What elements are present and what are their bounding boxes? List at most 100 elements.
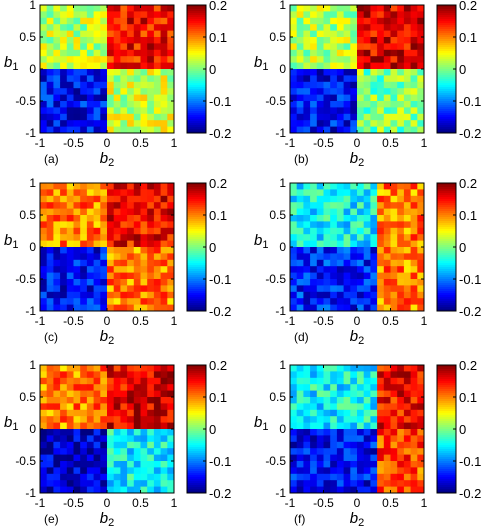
- heatmap-cell: [370, 17, 378, 25]
- heatmap-cell: [60, 195, 68, 203]
- heatmap-cell: [40, 429, 48, 436]
- heatmap-cell: [93, 259, 101, 267]
- heatmap-cell: [80, 24, 88, 31]
- heatmap-cell: [357, 88, 365, 95]
- heatmap-cell: [80, 215, 88, 222]
- heatmap-cell: [53, 88, 61, 95]
- colorbar-segment: [437, 405, 456, 408]
- heatmap-cell: [127, 416, 135, 423]
- heatmap-cell: [417, 37, 425, 44]
- heatmap-cell: [417, 291, 425, 299]
- heatmap-cell: [73, 441, 81, 449]
- heatmap-cell: [323, 202, 331, 209]
- heatmap-cell: [80, 208, 88, 216]
- heatmap-cell: [350, 435, 358, 443]
- heatmap-cell: [140, 416, 148, 423]
- heatmap-cell: [133, 62, 141, 70]
- heatmap-cell: [153, 240, 161, 248]
- heatmap-cell: [350, 126, 358, 134]
- heatmap-cell: [127, 266, 135, 273]
- heatmap-cell: [290, 195, 298, 203]
- heatmap-cell: [107, 298, 115, 305]
- heatmap-cell: [343, 221, 351, 229]
- colorbar-segment: [187, 421, 206, 424]
- colorbar-segment: [187, 437, 206, 440]
- heatmap-cell: [46, 107, 54, 115]
- heatmap-cell: [86, 43, 94, 51]
- heatmap-cell: [383, 120, 391, 127]
- heatmap-cell: [350, 11, 358, 19]
- colorbar-tick-label: 0.1: [459, 208, 477, 223]
- colorbar-segment: [187, 469, 206, 472]
- heatmap-cell: [140, 409, 148, 417]
- heatmap-cell: [336, 285, 344, 293]
- heatmap-cell: [167, 11, 175, 19]
- heatmap-cell: [330, 435, 338, 443]
- heatmap-cell: [127, 17, 135, 25]
- heatmap-cell: [350, 195, 358, 203]
- heatmap-cell: [86, 253, 94, 261]
- heatmap-cell: [410, 202, 418, 209]
- heatmap-cell: [160, 56, 168, 63]
- heatmap-cell: [80, 473, 88, 481]
- heatmap-cell: [377, 397, 385, 404]
- heatmap-cell: [323, 24, 331, 31]
- heatmap-cell: [323, 183, 331, 190]
- heatmap-cell: [60, 377, 68, 385]
- colorbar-segment: [187, 13, 206, 16]
- heatmap-cell: [410, 94, 418, 102]
- colorbar-segment: [187, 445, 206, 448]
- colorbar-segment: [437, 417, 456, 420]
- heatmap-cell: [147, 416, 155, 423]
- heatmap-cell: [120, 454, 128, 462]
- colorbar-segment: [187, 489, 206, 492]
- heatmap-cell: [86, 473, 94, 481]
- heatmap-cell: [60, 120, 68, 127]
- heatmap-cell: [316, 473, 324, 481]
- colorbar-segment: [437, 451, 456, 454]
- heatmap-cell: [60, 429, 68, 436]
- heatmap-cell: [107, 126, 115, 134]
- colorbar-tick-label: -0.1: [459, 94, 481, 109]
- colorbar-segment: [437, 69, 456, 72]
- heatmap-cell: [336, 183, 344, 190]
- colorbar-tick-label: 0.2: [209, 0, 227, 13]
- heatmap-cell: [100, 202, 108, 209]
- heatmap-cell: [140, 5, 148, 12]
- heatmap-cell: [330, 94, 338, 102]
- heatmap-cell: [40, 422, 48, 430]
- heatmap-cell: [296, 240, 304, 248]
- heatmap-cell: [336, 69, 344, 76]
- heatmap-cell: [390, 183, 398, 190]
- colorbar-segment: [187, 279, 206, 282]
- heatmap-cell: [296, 88, 304, 95]
- heatmap-cell: [127, 113, 135, 121]
- heatmap-cell: [73, 202, 81, 209]
- heatmap-cell: [66, 390, 74, 398]
- heatmap-cell: [100, 435, 108, 443]
- heatmap-cell: [107, 304, 115, 312]
- colorbar-segment: [187, 245, 206, 248]
- heatmap-cell: [120, 377, 128, 385]
- heatmap-cell: [80, 202, 88, 209]
- heatmap-cell: [390, 384, 398, 391]
- colorbar-segment: [437, 469, 456, 472]
- heatmap-cell: [40, 480, 48, 487]
- colorbar-segment: [187, 71, 206, 74]
- heatmap-cell: [377, 365, 385, 372]
- heatmap-cell: [343, 390, 351, 398]
- heatmap-cell: [336, 384, 344, 391]
- heatmap-cell: [310, 247, 318, 254]
- heatmap-cell: [66, 234, 74, 241]
- heatmap-cell: [160, 49, 168, 57]
- heatmap-cell: [66, 17, 74, 25]
- heatmap-cell: [60, 365, 68, 372]
- heatmap-cell: [93, 422, 101, 430]
- heatmap-cell: [290, 189, 298, 197]
- heatmap-cell: [296, 215, 304, 222]
- heatmap-cell: [417, 43, 425, 51]
- heatmap-cell: [107, 397, 115, 404]
- heatmap-cell: [397, 454, 405, 462]
- heatmap-cell: [73, 69, 81, 76]
- heatmap-cell: [167, 189, 175, 197]
